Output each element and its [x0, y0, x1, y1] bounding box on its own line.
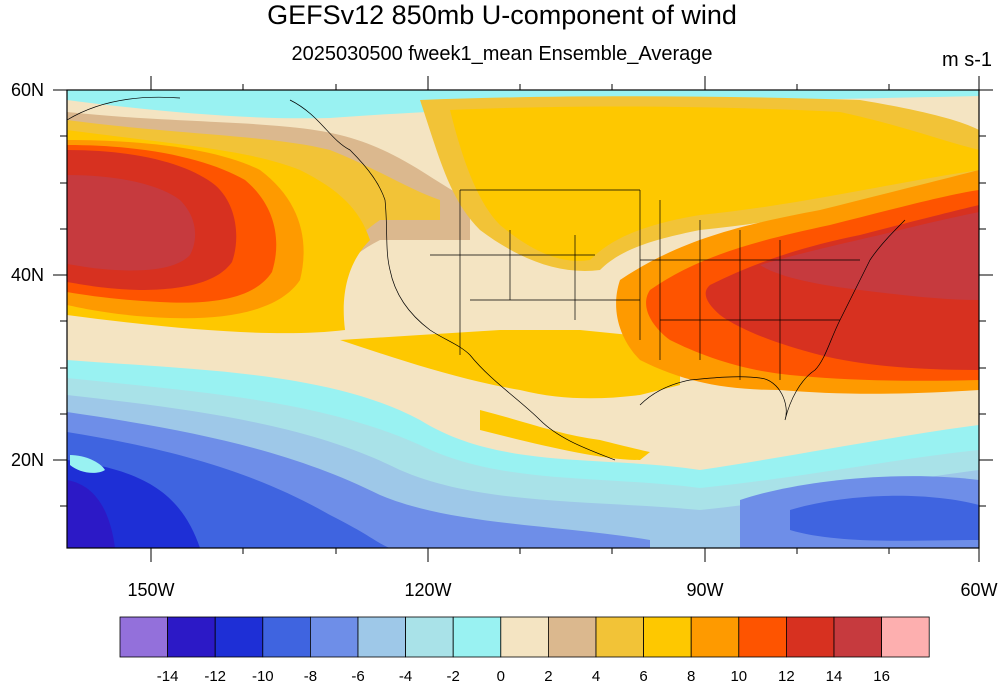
colorbar	[119, 616, 930, 658]
colorbar-label: -14	[156, 668, 179, 685]
axis-ticks	[53, 76, 993, 562]
colorbar-swatch	[405, 616, 454, 658]
colorbar-label: 16	[873, 668, 890, 685]
lat-label-20n: 20N	[10, 450, 44, 470]
plot-frame	[66, 89, 980, 549]
colorbar-swatch	[548, 616, 597, 658]
colorbar-label: 6	[639, 668, 648, 685]
colorbar-label: -8	[303, 668, 318, 685]
colorbar-swatch	[643, 616, 692, 658]
colorbar-swatch	[262, 616, 311, 658]
colorbar-swatch	[833, 616, 882, 658]
lon-label-90w: 90W	[686, 580, 724, 600]
lon-label-60w: 60W	[960, 580, 998, 600]
colorbar-swatch	[500, 616, 549, 658]
colorbar-label: 12	[778, 668, 795, 685]
colorbar-label: -12	[204, 668, 227, 685]
colorbar-label: -2	[446, 668, 460, 685]
colorbar-swatch	[786, 616, 835, 658]
colorbar-label: 10	[730, 668, 748, 685]
colorbar-swatch	[452, 616, 502, 658]
lat-label-60n: 60N	[10, 80, 44, 100]
colorbar-label: 4	[591, 668, 601, 685]
map-title: GEFSv12 850mb U-component of wind	[267, 0, 737, 30]
colorbar-swatch	[119, 616, 168, 658]
colorbar-label: -4	[398, 668, 413, 685]
map-subtitle: 2025030500 fweek1_mean Ensemble_Average	[291, 43, 713, 65]
colorbar-swatch	[167, 616, 216, 658]
colorbar-label: 8	[687, 668, 696, 685]
colorbar-swatch	[309, 616, 359, 658]
colorbar-swatch	[357, 616, 406, 658]
colorbar-swatch	[690, 616, 740, 658]
lat-label-40n: 40N	[10, 265, 44, 285]
colorbar-label: 0	[496, 668, 505, 685]
lon-label-120w: 120W	[404, 580, 452, 600]
colorbar-label: -6	[351, 668, 365, 685]
colorbar-swatch	[881, 616, 930, 658]
colorbar-label: 14	[825, 668, 843, 685]
units-label: m s-1	[942, 49, 992, 71]
wind-field	[67, 90, 979, 548]
colorbar-label: 2	[544, 668, 553, 685]
colorbar-label: -10	[251, 668, 274, 685]
colorbar-swatch	[595, 616, 644, 658]
colorbar-swatch	[214, 616, 264, 658]
colorbar-swatch	[738, 616, 787, 658]
lon-label-150w: 150W	[127, 580, 175, 600]
